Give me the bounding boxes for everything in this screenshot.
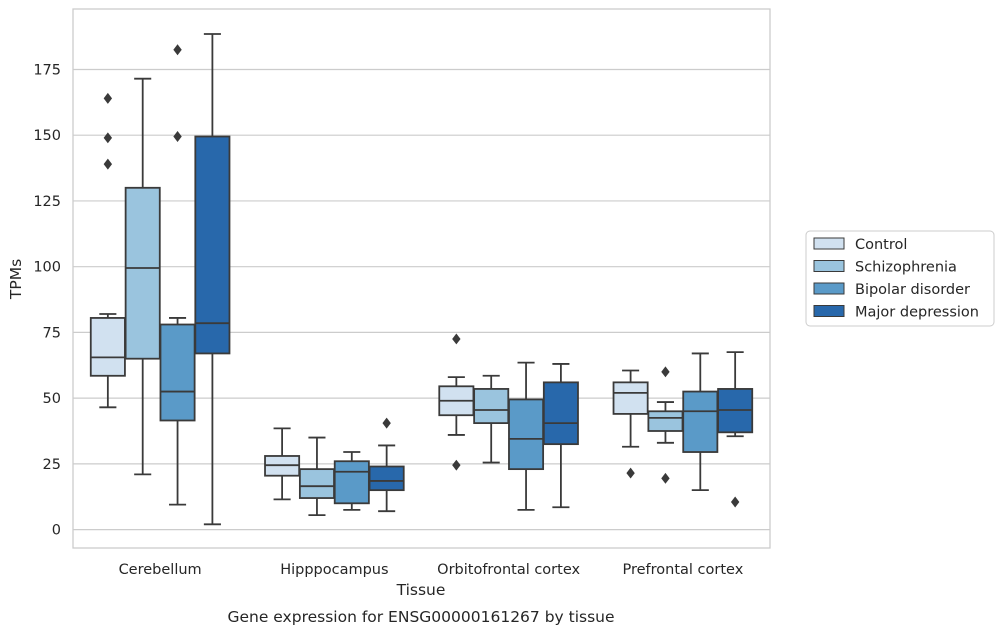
box-iqr — [368, 465, 405, 492]
box-iqr — [124, 186, 161, 360]
outlier-point — [173, 44, 182, 56]
box-iqr — [508, 398, 545, 471]
outlier-point — [103, 132, 113, 144]
legend-swatch — [813, 260, 845, 272]
box-hipppocampus-major-depression — [368, 417, 405, 513]
box-hipppocampus-control — [264, 427, 301, 501]
y-tick-label: 50 — [43, 391, 61, 407]
y-tick-label: 25 — [43, 457, 61, 473]
y-tick-label: 150 — [33, 128, 61, 144]
y-tick-labels: 0 25 50 75 100 125 150 175 — [33, 62, 61, 538]
box-orbitofrontal-cortex-major-depression — [542, 363, 579, 509]
box-cerebellum-major-depression — [194, 33, 231, 526]
box-prefrontal-cortex-bipolar-disorder — [682, 352, 719, 492]
outlier-point — [382, 417, 391, 429]
box-iqr — [194, 135, 231, 355]
box-prefrontal-cortex-schizophrenia — [647, 366, 684, 484]
legend-swatch — [813, 305, 845, 317]
box-iqr — [647, 410, 684, 432]
box-cerebellum-bipolar-disorder — [159, 44, 196, 506]
outlier-point — [103, 158, 113, 170]
box-iqr — [298, 468, 335, 499]
box-groups — [89, 33, 754, 526]
box-cerebellum-control — [89, 92, 126, 409]
outlier-point — [103, 92, 113, 104]
box-prefrontal-cortex-control — [612, 369, 649, 479]
plot-frame — [72, 8, 771, 549]
outlier-point — [661, 366, 670, 378]
legend-label: Major depression — [855, 305, 979, 321]
plot-background — [73, 9, 770, 548]
y-tick-label: 125 — [33, 194, 61, 210]
box-hipppocampus-schizophrenia — [298, 436, 335, 517]
x-tick-label: Orbitofrontal cortex — [437, 562, 580, 578]
y-tick-label: 75 — [43, 325, 61, 341]
outlier-point — [626, 467, 635, 479]
legend-label: Schizophrenia — [855, 260, 957, 276]
box-iqr — [89, 317, 126, 377]
x-tick-label: Hipppocampus — [280, 562, 388, 578]
box-iqr — [612, 381, 649, 415]
y-axis-label: TPMs — [7, 259, 25, 300]
box-iqr — [682, 390, 719, 453]
y-tick-label: 0 — [52, 523, 61, 539]
box-iqr — [159, 323, 196, 422]
legend-item: Control — [813, 237, 907, 253]
x-tick-labels: Cerebellum Hipppocampus Orbitofrontal cort… — [119, 562, 744, 578]
outlier-point — [452, 459, 461, 471]
legend-swatch — [813, 282, 845, 295]
x-tick-label: Cerebellum — [119, 562, 202, 578]
box-iqr — [542, 381, 579, 446]
chart-caption: Gene expression for ENSG00000161267 by t… — [227, 608, 614, 626]
legend-label: Control — [855, 237, 907, 253]
legend-item: Bipolar disorder — [813, 282, 970, 298]
box-orbitofrontal-cortex-control — [438, 333, 475, 471]
outlier-point — [173, 131, 182, 142]
outlier-point — [661, 472, 670, 484]
box-prefrontal-cortex-major-depression — [717, 351, 754, 508]
legend-frame — [805, 230, 995, 327]
legend: Control Schizophrenia Bipolar disorder Majo… — [805, 230, 995, 327]
legend-label: Bipolar disorder — [855, 282, 970, 298]
x-axis-label: Tissue — [396, 581, 446, 599]
outlier-point — [730, 496, 740, 508]
box-cerebellum-schizophrenia — [124, 77, 161, 476]
legend-swatch — [813, 237, 845, 250]
legend-item: Schizophrenia — [813, 260, 957, 276]
legend-item: Major depression — [813, 305, 979, 321]
x-tick-label: Prefrontal cortex — [622, 562, 743, 578]
y-tick-label: 175 — [33, 62, 61, 78]
box-hipppocampus-bipolar-disorder — [333, 451, 370, 511]
box-iqr — [333, 460, 370, 505]
y-tick-label: 100 — [33, 260, 61, 276]
outlier-point — [452, 333, 461, 345]
box-iqr — [473, 388, 510, 425]
